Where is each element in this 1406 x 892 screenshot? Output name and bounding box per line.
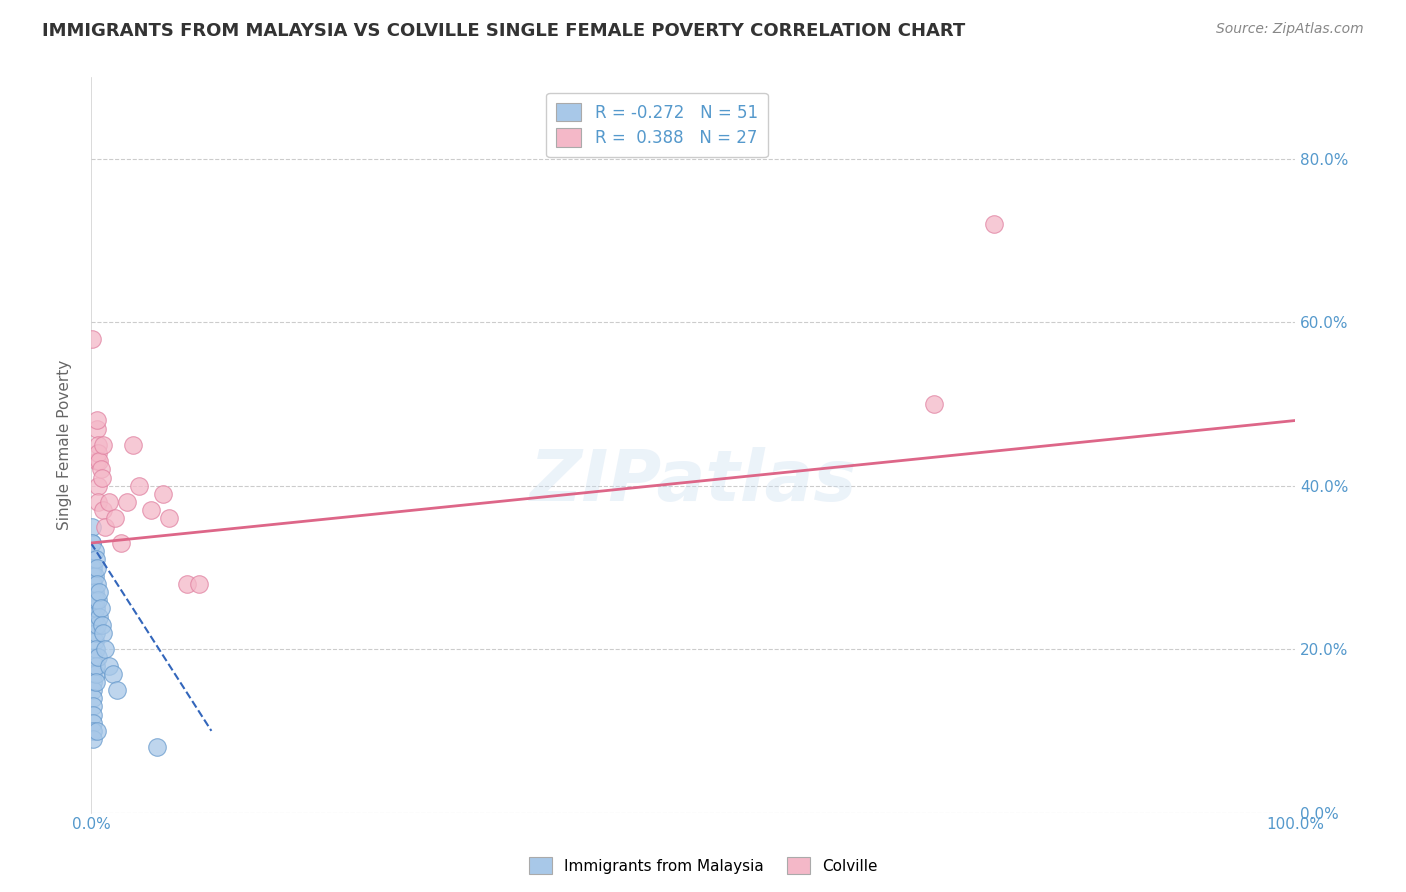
- Point: [90, 601, 112, 615]
- Point: [83, 593, 105, 607]
- Point: [86, 560, 108, 574]
- Point: [83, 568, 105, 582]
- Point: [84, 601, 107, 615]
- Point: [87, 650, 110, 665]
- Point: [86, 413, 108, 427]
- Point: [82, 568, 104, 582]
- Point: [115, 495, 138, 509]
- Point: [83, 544, 105, 558]
- Point: [922, 397, 945, 411]
- Point: [91, 625, 114, 640]
- Point: [82, 332, 104, 346]
- Legend: Immigrants from Malaysia, Colville: Immigrants from Malaysia, Colville: [523, 851, 883, 880]
- Point: [90, 470, 112, 484]
- Point: [84, 625, 107, 640]
- Point: [152, 487, 174, 501]
- Point: [82, 723, 104, 738]
- Point: [82, 577, 104, 591]
- Point: [128, 479, 150, 493]
- Point: [87, 438, 110, 452]
- Point: [141, 503, 163, 517]
- Point: [86, 422, 108, 436]
- Point: [107, 683, 129, 698]
- Point: [983, 218, 1005, 232]
- Point: [87, 479, 110, 493]
- Text: ZIPatlas: ZIPatlas: [530, 447, 856, 516]
- Point: [94, 642, 117, 657]
- Point: [82, 715, 104, 730]
- Legend: R = -0.272   N = 51, R =  0.388   N = 27: R = -0.272 N = 51, R = 0.388 N = 27: [547, 93, 768, 157]
- Point: [101, 666, 124, 681]
- Point: [83, 609, 105, 624]
- Point: [82, 699, 104, 714]
- Point: [86, 617, 108, 632]
- Point: [110, 536, 132, 550]
- Point: [82, 617, 104, 632]
- Point: [91, 438, 114, 452]
- Point: [90, 617, 112, 632]
- Point: [98, 495, 121, 509]
- Point: [82, 585, 104, 599]
- Point: [94, 519, 117, 533]
- Point: [82, 650, 104, 665]
- Text: Source: ZipAtlas.com: Source: ZipAtlas.com: [1216, 22, 1364, 37]
- Point: [89, 609, 111, 624]
- Point: [188, 577, 211, 591]
- Point: [98, 658, 121, 673]
- Point: [86, 454, 108, 468]
- Point: [82, 536, 104, 550]
- Point: [82, 674, 104, 689]
- Point: [122, 438, 145, 452]
- Point: [89, 454, 111, 468]
- Point: [157, 511, 180, 525]
- Point: [104, 511, 127, 525]
- Point: [82, 707, 104, 722]
- Point: [82, 691, 104, 706]
- Text: IMMIGRANTS FROM MALAYSIA VS COLVILLE SINGLE FEMALE POVERTY CORRELATION CHART: IMMIGRANTS FROM MALAYSIA VS COLVILLE SIN…: [42, 22, 966, 40]
- Point: [82, 536, 104, 550]
- Point: [82, 519, 104, 533]
- Point: [84, 666, 107, 681]
- Point: [82, 560, 104, 574]
- Point: [82, 577, 104, 591]
- Point: [82, 601, 104, 615]
- Point: [84, 674, 107, 689]
- Point: [86, 577, 108, 591]
- Point: [83, 585, 105, 599]
- Point: [176, 577, 198, 591]
- Point: [84, 593, 107, 607]
- Point: [91, 503, 114, 517]
- Point: [84, 642, 107, 657]
- Point: [82, 683, 104, 698]
- Y-axis label: Single Female Poverty: Single Female Poverty: [58, 359, 72, 530]
- Point: [83, 634, 105, 648]
- Point: [87, 593, 110, 607]
- Point: [87, 446, 110, 460]
- Point: [82, 560, 104, 574]
- Point: [82, 666, 104, 681]
- Point: [86, 723, 108, 738]
- Point: [84, 658, 107, 673]
- Point: [82, 732, 104, 747]
- Point: [89, 585, 111, 599]
- Point: [146, 740, 169, 755]
- Point: [87, 495, 110, 509]
- Point: [90, 462, 112, 476]
- Point: [84, 552, 107, 566]
